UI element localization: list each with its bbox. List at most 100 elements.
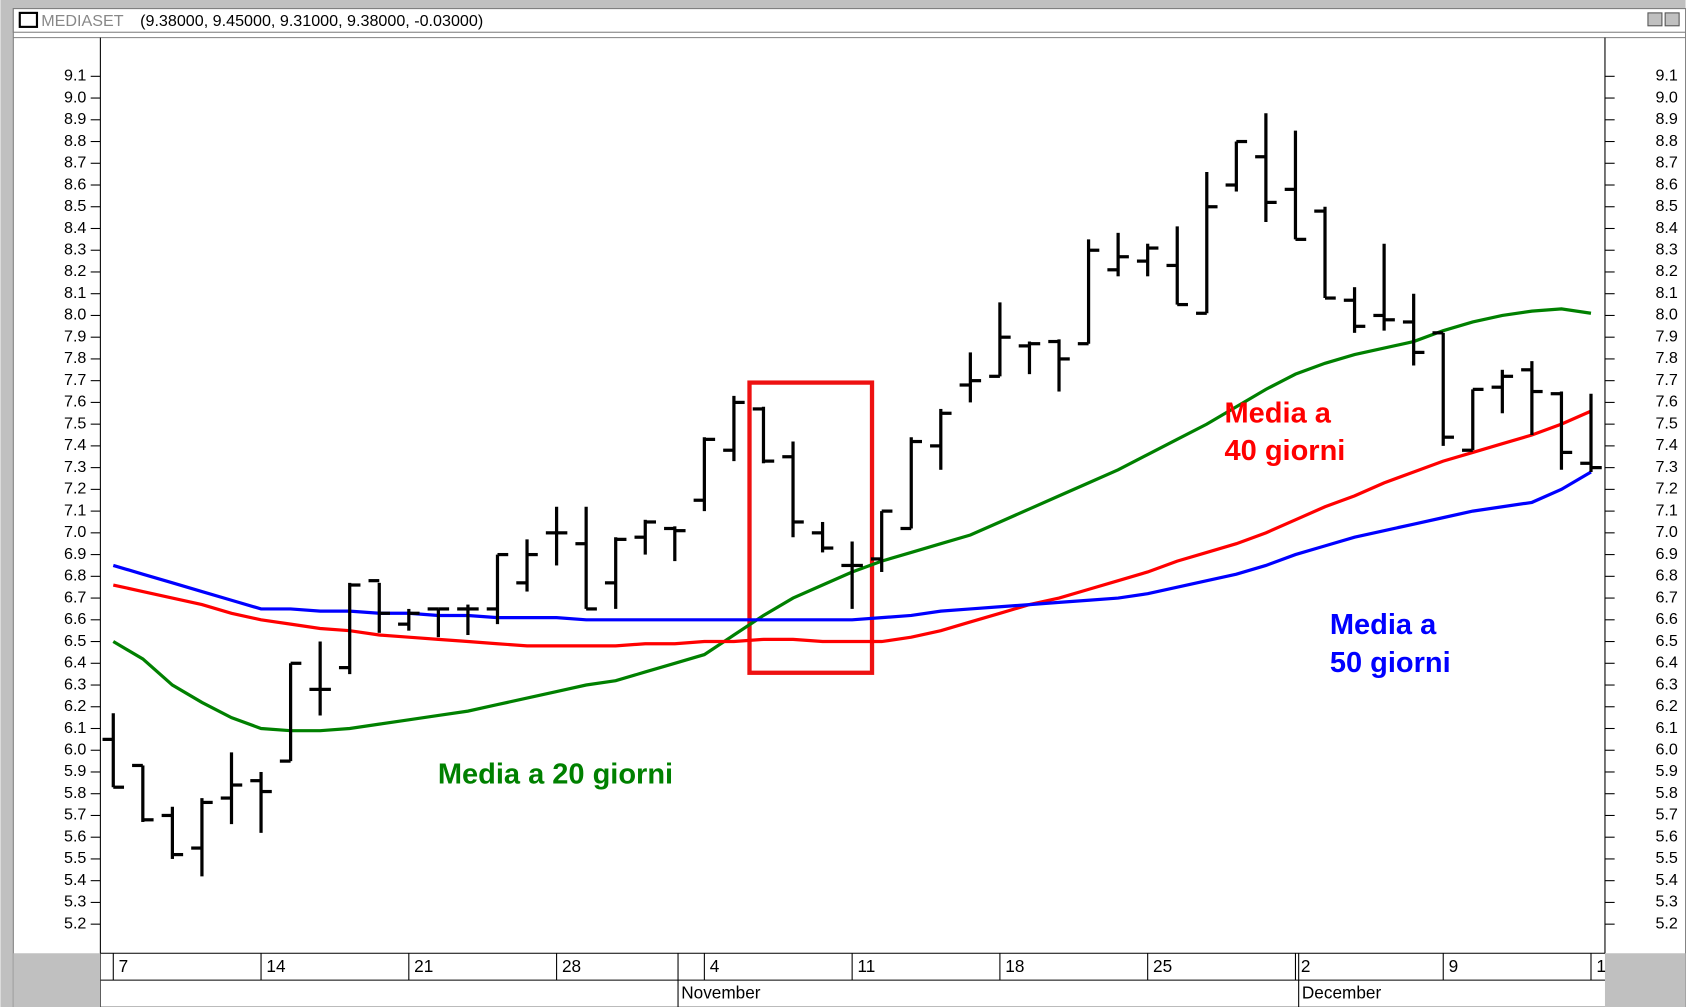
y-tick-label: 8.3 — [64, 240, 86, 258]
y-tick-label: 6.3 — [64, 675, 86, 693]
y2-tick-label: 6.9 — [1655, 545, 1677, 563]
highlight-box — [747, 380, 875, 675]
y-tick-label: 9.0 — [64, 88, 86, 106]
x-tick-label: 4 — [710, 956, 720, 976]
y-tick-label: 8.4 — [64, 219, 86, 237]
y-tick-label: 5.3 — [64, 893, 86, 911]
x-tick-label: 1 — [1596, 956, 1606, 976]
x-tick-label: 25 — [1153, 956, 1172, 976]
y-tick-label: 7.3 — [64, 458, 86, 476]
y-tick-label: 7.0 — [64, 523, 86, 541]
y2-tick-label: 5.7 — [1655, 806, 1677, 824]
y2-tick-label: 7.2 — [1655, 480, 1677, 498]
x-tick-label: 2 — [1301, 956, 1311, 976]
y2-tick-label: 5.5 — [1655, 849, 1677, 867]
x-tick-label: 28 — [562, 956, 581, 976]
month-label: December — [1302, 983, 1382, 1003]
corner-right — [1604, 953, 1686, 1007]
y2-tick-label: 7.1 — [1655, 501, 1677, 519]
y2-tick-label: 8.5 — [1655, 197, 1677, 215]
annotation: Media a — [1225, 397, 1332, 429]
y2-tick-label: 5.6 — [1655, 827, 1677, 845]
annotation: Media a 20 giorni — [438, 759, 673, 791]
y2-tick-label: 8.1 — [1655, 284, 1677, 302]
close-button[interactable] — [1664, 12, 1680, 27]
y2-tick-label: 9.1 — [1655, 67, 1677, 85]
y-tick-label: 7.4 — [64, 436, 86, 454]
y-tick-label: 8.9 — [64, 110, 86, 128]
y2-tick-label: 6.5 — [1655, 632, 1677, 650]
y-tick-label: 5.8 — [64, 784, 86, 802]
month-label: November — [681, 983, 761, 1003]
y2-tick-label: 7.8 — [1655, 349, 1677, 367]
window-icon — [18, 11, 39, 28]
x-tick-label: 11 — [858, 956, 876, 976]
y-tick-label: 6.4 — [64, 654, 86, 672]
title-name: MEDIASET — [41, 12, 124, 30]
y2-tick-label: 5.3 — [1655, 893, 1677, 911]
y-tick-label: 5.4 — [64, 871, 86, 889]
y-tick-label: 6.7 — [64, 588, 86, 606]
moving-average — [112, 409, 1592, 648]
y2-tick-label: 6.7 — [1655, 588, 1677, 606]
y2-tick-label: 7.3 — [1655, 458, 1677, 476]
y2-tick-label: 7.6 — [1655, 393, 1677, 411]
y2-tick-label: 8.7 — [1655, 154, 1677, 172]
y2-tick-label: 8.0 — [1655, 306, 1677, 324]
annotation: 50 giorni — [1330, 647, 1451, 679]
y-tick-label: 8.0 — [64, 306, 86, 324]
y-tick-label: 5.7 — [64, 806, 86, 824]
y2-tick-label: 5.9 — [1655, 762, 1677, 780]
y2-tick-label: 7.9 — [1655, 327, 1677, 345]
y-tick-label: 7.8 — [64, 349, 86, 367]
y2-tick-label: 6.3 — [1655, 675, 1677, 693]
y2-tick-label: 5.4 — [1655, 871, 1677, 889]
y-tick-label: 8.5 — [64, 197, 86, 215]
y2-tick-label: 6.0 — [1655, 741, 1677, 759]
y-tick-label: 6.1 — [64, 719, 86, 737]
corner-left — [13, 953, 101, 1007]
y-tick-label: 8.2 — [64, 262, 86, 280]
x-tick-label: 7 — [119, 956, 129, 976]
y2-tick-label: 8.8 — [1655, 132, 1677, 150]
y2-tick-label: 6.6 — [1655, 610, 1677, 628]
y-tick-label: 5.5 — [64, 849, 86, 867]
y-tick-label: 6.5 — [64, 632, 86, 650]
y2-tick-label: 6.1 — [1655, 719, 1677, 737]
y2-tick-label: 5.2 — [1655, 914, 1677, 932]
y2-tick-label: 8.4 — [1655, 219, 1677, 237]
y2-tick-label: 7.4 — [1655, 436, 1677, 454]
y2-tick-label: 5.8 — [1655, 784, 1677, 802]
y-tick-label: 8.1 — [64, 284, 86, 302]
x-tick-label: 9 — [1449, 956, 1459, 976]
y2-tick-label: 7.5 — [1655, 414, 1677, 432]
x-tick-label: 14 — [266, 956, 286, 976]
y2-tick-label: 8.2 — [1655, 262, 1677, 280]
y-tick-label: 7.7 — [64, 371, 86, 389]
y-tick-label: 8.8 — [64, 132, 86, 150]
y2-tick-label: 6.8 — [1655, 567, 1677, 585]
annotation: Media a — [1330, 609, 1437, 641]
y-tick-label: 6.9 — [64, 545, 86, 563]
y-tick-label: 8.6 — [64, 175, 86, 193]
y-tick-label: 7.1 — [64, 501, 86, 519]
y-tick-label: 8.7 — [64, 154, 86, 172]
y-tick-label: 9.1 — [64, 67, 86, 85]
y2-tick-label: 7.7 — [1655, 371, 1677, 389]
y-tick-label: 5.2 — [64, 914, 86, 932]
y-tick-label: 6.2 — [64, 697, 86, 715]
y-tick-label: 6.8 — [64, 567, 86, 585]
restore-button[interactable] — [1647, 12, 1663, 27]
y-tick-label: 7.6 — [64, 393, 86, 411]
annotation: 40 giorni — [1225, 435, 1346, 467]
y2-tick-label: 9.0 — [1655, 88, 1677, 106]
y2-tick-label: 7.0 — [1655, 523, 1677, 541]
y2-tick-label: 8.3 — [1655, 240, 1677, 258]
x-tick-label: 18 — [1005, 956, 1024, 976]
y2-tick-label: 8.6 — [1655, 175, 1677, 193]
y-tick-label: 6.6 — [64, 610, 86, 628]
y-tick-label: 7.5 — [64, 414, 86, 432]
y-tick-label: 7.9 — [64, 327, 86, 345]
